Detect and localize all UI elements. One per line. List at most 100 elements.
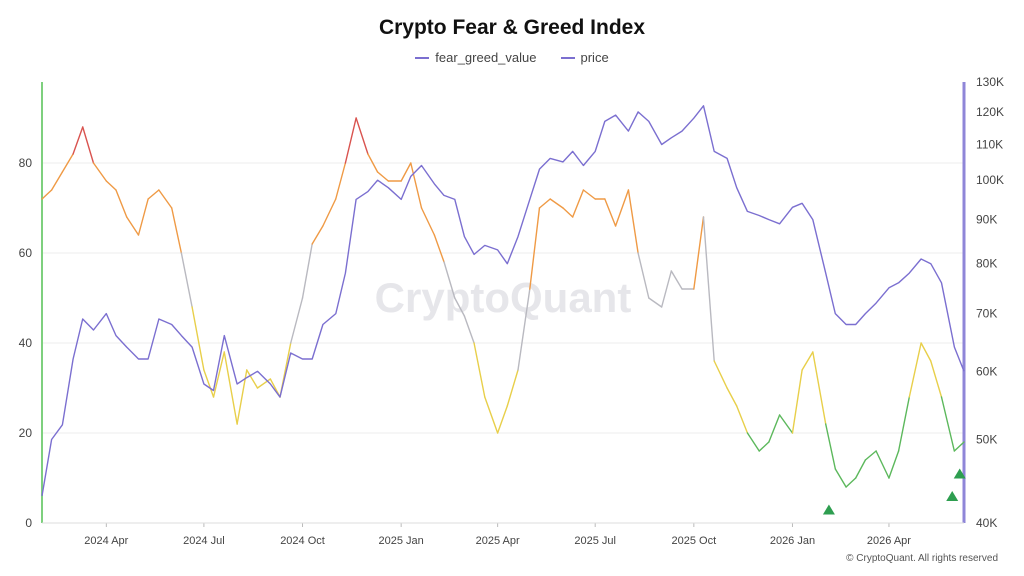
fear-greed-segment [223,351,238,425]
fear-greed-segment [768,414,781,443]
fear-greed-segment [301,243,313,299]
fear-greed-segment [290,297,304,344]
fear-greed-segment [726,387,738,407]
fear-greed-segment [506,369,519,407]
fear-greed-segment [562,207,574,218]
fear-greed-segment [41,189,53,200]
x-tick-label: 2026 Jan [770,535,815,547]
fear-greed-segment [908,342,922,398]
fear-greed-segment [538,198,551,209]
x-tick-label: 2024 Jul [183,535,225,547]
fear-greed-segment [410,162,423,209]
fear-greed-segment [529,207,541,290]
x-tick-label: 2025 Jan [379,535,424,547]
fear-greed-segment [180,252,193,308]
legend-item-price[interactable]: price [560,50,609,65]
fear-greed-segment [702,216,715,362]
fear-greed-segment [212,351,225,398]
fear-greed-segment [517,288,531,371]
fear-greed-segment [864,450,877,461]
watermark-text: CryptoQuant [375,274,632,321]
fear-greed-segment [496,405,508,434]
fear-greed-segment [888,450,900,479]
fear-greed-segment [355,117,369,155]
y-right-tick-label: 90K [976,213,997,227]
fear-greed-segment [400,162,412,182]
fear-greed-segment [311,225,324,245]
fear-greed-segment [875,450,890,479]
buy-signal-marker [953,468,966,479]
fear-greed-segment [344,117,357,164]
fear-greed-segment [171,207,183,254]
fear-greed-segment [627,189,639,254]
fear-greed-segment [670,270,683,290]
fear-greed-segment [463,315,475,344]
fear-greed-segment [454,297,466,317]
fear-greed-segment [376,171,389,182]
fear-greed-segment [855,459,867,479]
fear-greed-segment [158,189,173,209]
fear-greed-segment [115,189,128,218]
x-tick-label: 2025 Apr [476,535,520,547]
chart-title: Crypto Fear & Greed Index [378,16,646,39]
legend-swatch-fear-greed [415,56,430,59]
y-right-tick-label: 60K [976,364,997,378]
fear-greed-segment [92,162,108,182]
fear-greed-segment [473,342,486,398]
fear-greed-segment [433,234,445,263]
x-tick-label: 2025 Jul [574,535,616,547]
copyright-footer: © CryptoQuant. All rights reserved [846,553,998,564]
fear-greed-segment [930,360,943,398]
fear-greed-segment [940,396,956,452]
fear-greed-segment [72,126,84,155]
x-tick-label: 2024 Apr [84,535,128,547]
buy-signal-marker [822,504,835,515]
fear-greed-segment [604,198,617,227]
fear-greed-segment [713,360,728,389]
fear-greed-segment [367,153,379,173]
fear-greed-segment [693,216,705,290]
fear-greed-segment [758,441,770,452]
fear-greed-segment [953,441,965,452]
fear-greed-segment [571,189,585,218]
fear-greed-segment [105,180,117,191]
y-right-tick-label: 70K [976,307,997,321]
legend-item-fear-greed[interactable]: fear_greed_value [415,50,537,65]
y-right-tick-label: 130K [976,75,1004,89]
fear-greed-segment [791,369,803,434]
fear-greed-segment [648,297,663,308]
x-tick-label: 2025 Oct [672,535,717,547]
fear-greed-segment [191,306,205,371]
fear-greed-segment [834,468,847,488]
fear-greed-segment [61,153,74,173]
y-right-tick-label: 80K [976,257,997,271]
y-left-tick-label: 20 [19,426,33,440]
fear-greed-segment [125,216,140,236]
legend-label-price: price [580,50,609,65]
buy-signal-marker [946,491,959,501]
fear-greed-segment [335,162,347,200]
y-right-tick-label: 100K [976,173,1004,187]
fear-greed-segment [203,369,215,398]
fear-greed-segment [920,342,932,362]
fear-greed-segment [582,189,596,200]
y-left-tick-label: 40 [19,336,33,350]
fear-greed-segment [778,414,794,434]
fear-greed-segment [82,126,95,164]
fear-greed-segment [614,189,630,227]
fear-greed-segment [549,198,564,209]
fear-greed-segment [443,261,456,299]
legend: fear_greed_value price [0,50,1024,65]
fear-greed-segment [736,405,749,434]
fear-greed-segment [897,396,911,452]
fear-greed-segment [660,270,673,308]
fear-greed-segment [137,198,149,236]
fear-greed-segment [825,423,837,470]
legend-swatch-price [560,56,575,59]
fear-greed-segment [637,252,650,299]
y-left-tick-label: 60 [19,246,33,260]
legend-label-fear-greed: fear_greed_value [435,50,537,65]
y-right-tick-label: 40K [976,516,997,530]
x-tick-label: 2026 Apr [867,535,911,547]
